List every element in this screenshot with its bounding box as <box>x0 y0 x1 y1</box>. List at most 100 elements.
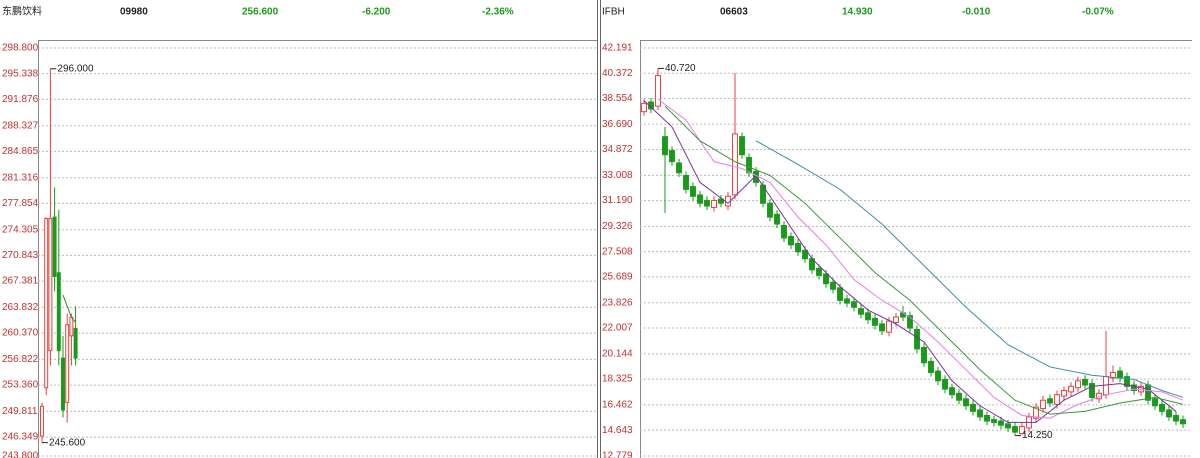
candle-body <box>970 403 976 412</box>
candle-body <box>858 308 864 315</box>
candle-body <box>690 186 696 197</box>
candle-body <box>44 218 49 389</box>
y-tick-label: 274.305 <box>2 224 39 235</box>
y-tick-label: 277.854 <box>2 198 39 209</box>
y-tick-label: 23.826 <box>602 297 633 308</box>
candle-body <box>774 213 780 225</box>
candle-body <box>837 287 843 301</box>
candle-body <box>704 199 710 207</box>
max-annotation: 296.000 <box>57 63 94 74</box>
header-change: -0.010 <box>962 7 991 18</box>
moving-average-line <box>755 140 1184 398</box>
candle-body <box>998 420 1004 426</box>
candle-body <box>907 315 913 329</box>
candle-body <box>1068 385 1074 393</box>
y-tick-label: 27.508 <box>602 246 633 257</box>
header-price: 256.600 <box>242 7 279 18</box>
candle-body <box>1124 376 1130 387</box>
candle-body <box>746 156 752 174</box>
y-tick-label: 29.326 <box>602 221 633 232</box>
y-tick-label: 31.190 <box>602 195 633 206</box>
candle-body <box>61 357 65 411</box>
candle-body <box>1110 371 1116 379</box>
moving-average-line <box>664 105 1184 415</box>
candle-body <box>69 316 74 337</box>
y-tick-label: 36.690 <box>602 119 633 130</box>
candle-body <box>1005 423 1011 429</box>
candle-body <box>52 216 57 277</box>
candle-body <box>1103 376 1109 396</box>
candle-body <box>928 360 934 373</box>
candle-body <box>718 198 724 204</box>
candle-body <box>767 202 773 218</box>
y-tick-label: 260.370 <box>2 328 39 339</box>
candle-body <box>781 224 787 239</box>
candle-body <box>56 272 61 352</box>
y-tick-label: 253.360 <box>2 380 39 391</box>
y-tick-label: 22.007 <box>602 323 633 334</box>
moving-average-line <box>62 294 76 323</box>
y-tick-label: 34.872 <box>602 144 633 155</box>
candle-body <box>1047 398 1053 404</box>
candle-body <box>1180 419 1186 425</box>
candle-body <box>1054 394 1060 405</box>
header-change: -6.200 <box>362 7 391 18</box>
y-tick-label: 12.779 <box>602 451 633 458</box>
header-name: IFBH <box>602 7 625 18</box>
candle-body <box>1152 398 1158 407</box>
candle-body <box>802 249 808 260</box>
candle-body <box>851 301 857 308</box>
y-tick-label: 16.462 <box>602 400 633 411</box>
candle-body <box>984 414 990 422</box>
candle-body <box>1019 426 1025 435</box>
candle-body <box>1117 370 1123 379</box>
y-tick-label: 243.800 <box>2 451 39 458</box>
candle-body <box>823 273 829 285</box>
candle-body <box>788 236 794 246</box>
candle-body <box>1089 383 1095 398</box>
candle-body <box>949 387 955 396</box>
candle-body <box>697 194 703 204</box>
candle-body <box>655 75 661 107</box>
y-tick-label: 267.381 <box>2 276 39 287</box>
y-tick-label: 249.811 <box>2 406 38 417</box>
header-change-pct: -0.07% <box>1082 7 1114 18</box>
y-tick-label: 295.338 <box>2 68 39 79</box>
candle-body <box>879 323 885 332</box>
candle-body <box>991 419 997 423</box>
y-tick-label: 33.008 <box>602 170 633 181</box>
min-annotation: 245.600 <box>49 437 86 448</box>
y-tick-label: 256.822 <box>2 354 39 365</box>
candle-body <box>977 409 983 418</box>
y-tick-label: 298.800 <box>2 43 39 54</box>
y-tick-label: 42.191 <box>602 43 633 54</box>
candle-body <box>935 370 941 382</box>
moving-average-line <box>657 98 1184 419</box>
y-tick-label: 281.316 <box>2 172 39 183</box>
candle-body <box>669 150 675 163</box>
candle-body <box>676 162 682 174</box>
candle-body <box>1040 399 1046 410</box>
y-tick-label: 246.349 <box>2 432 39 443</box>
y-tick-label: 291.876 <box>2 94 39 105</box>
candle-body <box>1082 378 1088 386</box>
header-price: 14.930 <box>842 7 873 18</box>
candle-body <box>921 347 927 364</box>
candle-body <box>73 327 78 359</box>
candle-body <box>683 174 689 190</box>
candle-body <box>739 136 745 156</box>
y-tick-label: 288.327 <box>2 120 39 131</box>
candle-body <box>830 281 836 290</box>
candle-body <box>65 324 70 404</box>
candle-body <box>1075 380 1081 389</box>
candle-body <box>963 398 969 407</box>
candle-body <box>872 317 878 326</box>
min-annotation: 14.250 <box>1022 430 1053 441</box>
candle-body <box>662 136 668 156</box>
y-tick-label: 18.325 <box>602 374 633 385</box>
header-code: 06603 <box>720 7 748 18</box>
candle-body <box>1033 406 1039 419</box>
candle-body <box>942 378 948 390</box>
header-name: 东鹏饮料 <box>2 5 42 18</box>
